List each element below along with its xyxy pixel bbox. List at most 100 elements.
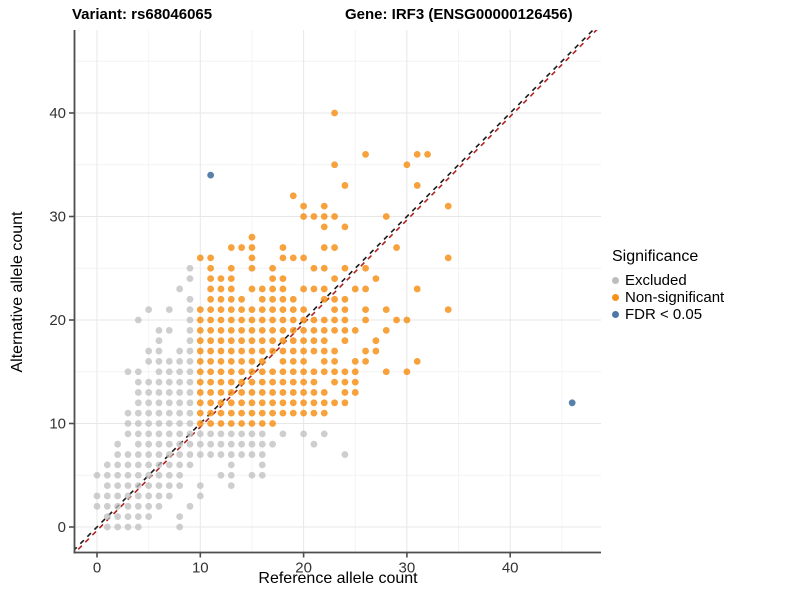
data-point — [289, 378, 297, 386]
data-point — [176, 513, 184, 521]
svg-text:10: 10 — [192, 560, 209, 577]
data-point — [186, 316, 194, 324]
data-point — [155, 430, 163, 438]
data-point — [300, 202, 307, 210]
svg-text:20: 20 — [49, 312, 66, 329]
data-point — [269, 420, 277, 427]
data-point — [362, 347, 369, 355]
data-point — [207, 347, 215, 355]
data-point — [165, 368, 173, 376]
data-point — [217, 337, 225, 345]
data-point — [155, 451, 163, 458]
data-point — [382, 326, 390, 334]
data-point — [258, 399, 266, 407]
data-point — [258, 440, 266, 448]
data-point — [196, 440, 204, 448]
data-point — [341, 368, 349, 376]
data-point — [124, 523, 132, 531]
excluded-dot-icon — [612, 277, 619, 284]
data-point — [217, 347, 225, 355]
data-point — [217, 389, 225, 396]
data-point — [196, 409, 204, 417]
data-point — [310, 378, 318, 386]
data-point — [186, 461, 194, 469]
data-point — [134, 523, 142, 531]
data-point — [362, 306, 369, 314]
data-point — [176, 451, 184, 458]
data-point — [331, 213, 338, 220]
svg-text:20: 20 — [295, 560, 312, 577]
data-point — [269, 264, 277, 272]
data-point — [176, 420, 184, 427]
data-point — [238, 451, 246, 458]
data-point — [103, 492, 111, 500]
data-point — [403, 161, 411, 169]
data-point — [351, 358, 359, 365]
data-point — [248, 244, 256, 251]
data-point — [207, 409, 215, 417]
data-point — [269, 306, 277, 314]
data-point — [279, 430, 287, 438]
data-point — [155, 347, 163, 355]
data-point — [124, 471, 132, 479]
data-point — [196, 337, 204, 345]
data-point — [258, 378, 266, 386]
axes — [73, 30, 601, 554]
data-point — [103, 471, 111, 479]
data-point — [279, 389, 287, 396]
data-point — [269, 316, 277, 324]
data-point — [186, 440, 194, 448]
data-point — [320, 409, 328, 417]
data-point — [124, 513, 132, 521]
data-point — [176, 368, 184, 376]
plot-title-variant: Variant: rs68046065 — [72, 6, 213, 23]
data-point — [310, 368, 318, 376]
data-point — [248, 409, 256, 417]
data-point — [207, 264, 215, 272]
data-point — [186, 358, 194, 365]
data-point — [372, 275, 380, 282]
legend-item-label: Non-significant — [625, 289, 725, 306]
data-point — [238, 337, 246, 345]
data-point — [279, 326, 287, 334]
data-point — [176, 378, 184, 386]
svg-text:30: 30 — [399, 560, 416, 577]
svg-text:0: 0 — [93, 560, 101, 577]
data-point — [269, 389, 277, 396]
data-point — [258, 368, 266, 376]
data-point — [103, 513, 111, 521]
data-point — [165, 358, 173, 365]
data-point — [248, 451, 256, 458]
data-point — [341, 182, 349, 189]
data-point — [289, 306, 297, 314]
data-point — [227, 471, 235, 479]
data-point — [331, 161, 338, 169]
data-point — [258, 285, 266, 293]
data-point — [320, 368, 328, 376]
data-point — [165, 440, 173, 448]
data-point — [320, 202, 328, 210]
data-point — [227, 368, 235, 376]
data-point — [217, 316, 225, 324]
data-point — [227, 337, 235, 345]
data-point — [165, 461, 173, 469]
data-point — [300, 316, 307, 324]
y-axis-title: Alternative allele count — [9, 211, 26, 373]
data-point — [269, 409, 277, 417]
data-point — [186, 502, 194, 510]
data-point — [413, 285, 421, 293]
data-point — [238, 316, 246, 324]
data-point — [331, 378, 338, 386]
data-point — [103, 461, 111, 469]
data-point — [331, 326, 338, 334]
data-point — [227, 306, 235, 314]
data-point — [341, 306, 349, 314]
data-point — [207, 358, 215, 365]
data-point — [279, 306, 287, 314]
data-point — [310, 440, 318, 448]
data-point — [320, 316, 328, 324]
svg-text:40: 40 — [49, 105, 66, 122]
data-point — [207, 430, 215, 438]
tick-labels: 0 10 20 30 40 0 10 20 30 40 — [49, 105, 518, 577]
data-point — [196, 358, 204, 365]
